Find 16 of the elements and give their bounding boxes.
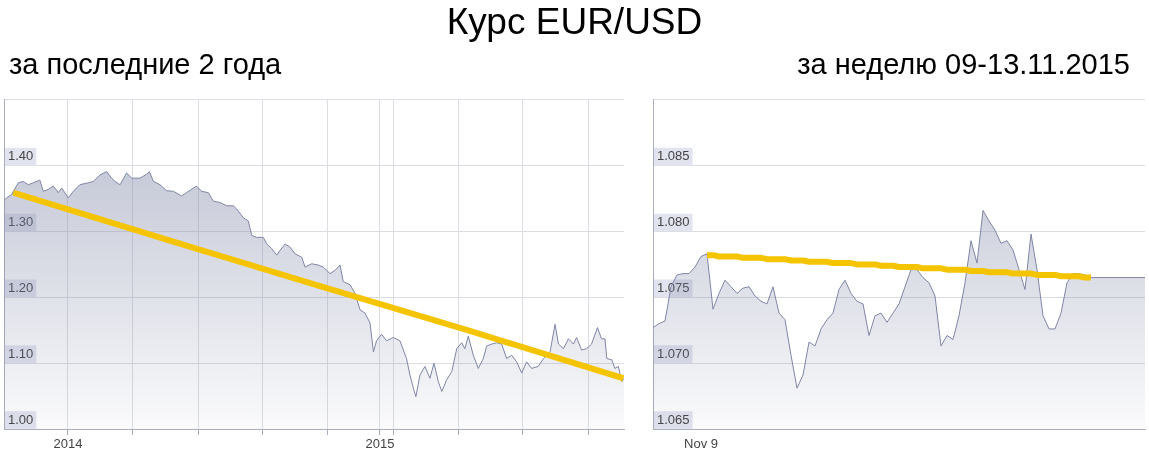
chart-subtitle: за последние 2 года xyxy=(9,48,282,81)
y-tick-label: 1.40 xyxy=(8,148,34,164)
y-tick-label: 1.065 xyxy=(657,411,690,427)
y-tick-label: 1.075 xyxy=(657,279,690,295)
x-tick-label: Nov 9 xyxy=(684,436,718,449)
x-tick-label: 2015 xyxy=(365,436,395,449)
y-tick-label: 1.080 xyxy=(657,214,690,230)
y-tick-label: 1.30 xyxy=(8,214,34,230)
chart-title: Курс EUR/USD xyxy=(445,1,704,42)
x-tick-label: 2014 xyxy=(53,436,83,449)
y-tick-label: 1.085 xyxy=(657,148,690,164)
y-tick-label: 1.20 xyxy=(8,279,34,295)
chart-subtitle: за неделю 09-13.11.2015 xyxy=(797,48,1130,81)
y-tick-label: 1.00 xyxy=(8,411,34,427)
y-tick-label: 1.10 xyxy=(8,345,34,361)
y-tick-label: 1.070 xyxy=(657,345,690,361)
